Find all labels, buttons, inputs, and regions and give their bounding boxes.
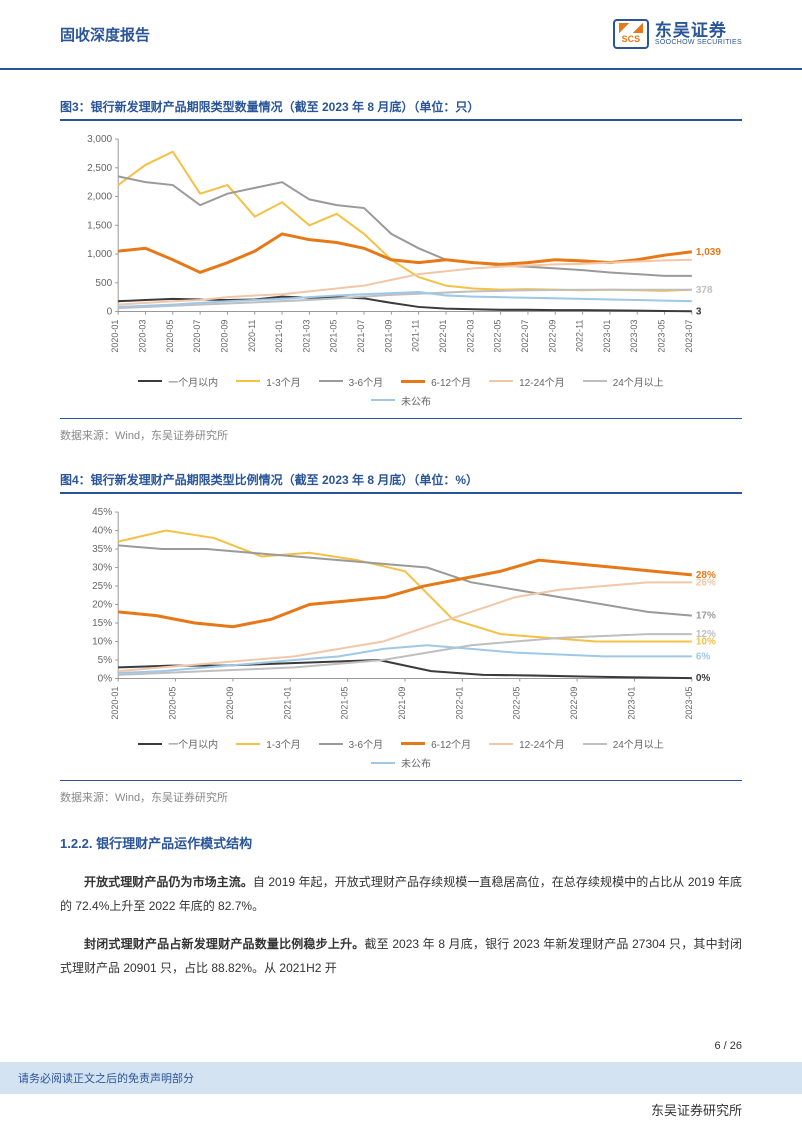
- svg-text:2021-01: 2021-01: [274, 320, 284, 353]
- svg-text:30%: 30%: [92, 562, 112, 573]
- svg-text:3,000: 3,000: [87, 134, 112, 145]
- legend-item: 12-24个月: [489, 736, 565, 751]
- svg-text:500: 500: [95, 278, 112, 289]
- page-number: 6 / 26: [0, 1040, 802, 1062]
- svg-text:1,500: 1,500: [87, 220, 112, 231]
- svg-text:2,000: 2,000: [87, 192, 112, 203]
- figure-4-chart: 0% 5% 10% 15% 20% 25% 30% 35% 40% 45% 2020-01 2020-…: [60, 500, 742, 731]
- svg-text:2022-09: 2022-09: [569, 686, 579, 719]
- svg-text:26%: 26%: [696, 577, 716, 588]
- paragraph-2: 封闭式理财产品占新发理财产品数量比例稳步上升。截至 2023 年 8 月底，银行…: [60, 932, 742, 980]
- legend-item: 3-6个月: [319, 736, 383, 751]
- svg-text:2021-01: 2021-01: [282, 686, 292, 719]
- section-title: 1.2.2. 银行理财产品运作模式结构: [60, 833, 742, 852]
- svg-text:0%: 0%: [98, 673, 113, 684]
- svg-text:2020-09: 2020-09: [219, 320, 229, 353]
- company-logo: SCS 东吴证券 SOOCHOW SECURITIES: [613, 19, 742, 49]
- svg-text:2023-05: 2023-05: [684, 686, 694, 719]
- svg-text:3: 3: [696, 306, 702, 317]
- legend-item: 24个月以上: [583, 736, 664, 751]
- svg-text:2021-05: 2021-05: [329, 320, 339, 353]
- svg-text:2022-05: 2022-05: [493, 320, 503, 353]
- svg-text:25%: 25%: [92, 581, 112, 592]
- svg-text:15%: 15%: [92, 618, 112, 629]
- figure-3-source: 数据来源：Wind，东吴证券研究所: [60, 427, 742, 443]
- page-header: 固收深度报告 SCS 东吴证券 SOOCHOW SECURITIES: [0, 0, 802, 70]
- svg-text:2020-01: 2020-01: [110, 320, 120, 353]
- svg-text:2021-07: 2021-07: [356, 320, 366, 353]
- svg-text:378: 378: [696, 285, 713, 296]
- svg-text:2021-05: 2021-05: [340, 686, 350, 719]
- logo-icon: SCS: [613, 19, 649, 49]
- legend-item: 一个月以内: [138, 374, 218, 389]
- svg-text:2020-11: 2020-11: [247, 320, 257, 352]
- report-type: 固收深度报告: [60, 24, 150, 45]
- svg-text:2023-07: 2023-07: [684, 320, 694, 353]
- svg-text:40%: 40%: [92, 525, 112, 536]
- svg-text:2,500: 2,500: [87, 163, 112, 174]
- svg-text:6%: 6%: [696, 651, 711, 662]
- svg-text:2023-01: 2023-01: [626, 686, 636, 719]
- svg-text:45%: 45%: [92, 507, 112, 518]
- disclaimer: 请务必阅读正文之后的免责声明部分: [0, 1062, 802, 1094]
- svg-text:0%: 0%: [696, 673, 711, 684]
- svg-text:2023-05: 2023-05: [657, 320, 667, 353]
- svg-text:2020-03: 2020-03: [137, 320, 147, 353]
- logo-cn-text: 东吴证券: [655, 22, 742, 39]
- svg-text:2021-11: 2021-11: [411, 320, 421, 352]
- figure-4-legend: 一个月以内 1-3个月 3-6个月 6-12个月 12-24个月 24个月以上未公布: [60, 730, 742, 776]
- figure-3-box: 0 500 1,000 1,500 2,000 2,500 3,000 2020-01 2020…: [60, 127, 742, 419]
- legend-item: 3-6个月: [319, 374, 383, 389]
- figure-3-chart: 0 500 1,000 1,500 2,000 2,500 3,000 2020-01 2020…: [60, 127, 742, 368]
- svg-text:2020-07: 2020-07: [192, 320, 202, 353]
- svg-text:2021-03: 2021-03: [301, 320, 311, 353]
- svg-text:2022-03: 2022-03: [465, 320, 475, 353]
- svg-text:2020-01: 2020-01: [110, 686, 120, 719]
- figure-4-title: 图4：银行新发理财产品期限类型比例情况（截至 2023 年 8 月底）（单位：%…: [60, 471, 742, 494]
- figure-3-legend: 一个月以内 1-3个月 3-6个月 6-12个月 12-24个月 24个月以上未公布: [60, 368, 742, 414]
- legend-item: 1-3个月: [236, 374, 300, 389]
- legend-item: 未公布: [371, 755, 431, 770]
- svg-text:2021-09: 2021-09: [383, 320, 393, 353]
- svg-text:2022-09: 2022-09: [547, 320, 557, 353]
- svg-text:2022-05: 2022-05: [512, 686, 522, 719]
- svg-text:10%: 10%: [92, 636, 112, 647]
- legend-item: 1-3个月: [236, 736, 300, 751]
- logo-en-text: SOOCHOW SECURITIES: [655, 39, 742, 46]
- figure-4-source: 数据来源：Wind，东吴证券研究所: [60, 789, 742, 805]
- svg-text:2023-01: 2023-01: [602, 320, 612, 353]
- figure-4-box: 0% 5% 10% 15% 20% 25% 30% 35% 40% 45% 2020-01 2020-…: [60, 500, 742, 782]
- svg-text:5%: 5%: [98, 655, 113, 666]
- svg-text:17%: 17%: [696, 610, 716, 621]
- svg-text:0: 0: [107, 307, 113, 318]
- svg-text:2020-09: 2020-09: [225, 686, 235, 719]
- svg-text:2023-03: 2023-03: [629, 320, 639, 353]
- svg-text:1,000: 1,000: [87, 249, 112, 260]
- legend-item: 6-12个月: [401, 736, 471, 751]
- svg-text:2022-07: 2022-07: [520, 320, 530, 353]
- legend-item: 6-12个月: [401, 374, 471, 389]
- svg-text:20%: 20%: [92, 599, 112, 610]
- legend-item: 一个月以内: [138, 736, 218, 751]
- svg-text:12%: 12%: [696, 629, 716, 640]
- svg-text:2020-05: 2020-05: [165, 320, 175, 353]
- svg-text:35%: 35%: [92, 544, 112, 555]
- paragraph-1: 开放式理财产品仍为市场主流。自 2019 年起，开放式理财产品存续规模一直稳居高…: [60, 870, 742, 918]
- page-footer: 6 / 26 请务必阅读正文之后的免责声明部分 东吴证券研究所: [0, 1040, 802, 1133]
- institute-name: 东吴证券研究所: [0, 1094, 802, 1133]
- legend-item: 12-24个月: [489, 374, 565, 389]
- svg-text:2022-11: 2022-11: [575, 320, 585, 352]
- svg-text:2022-01: 2022-01: [438, 320, 448, 353]
- legend-item: 24个月以上: [583, 374, 664, 389]
- figure-3-title: 图3：银行新发理财产品期限类型数量情况（截至 2023 年 8 月底）（单位：只…: [60, 98, 742, 121]
- svg-text:2021-09: 2021-09: [397, 686, 407, 719]
- svg-text:2020-05: 2020-05: [168, 686, 178, 719]
- svg-text:1,039: 1,039: [696, 247, 721, 258]
- svg-text:2022-01: 2022-01: [454, 686, 464, 719]
- legend-item: 未公布: [371, 393, 431, 408]
